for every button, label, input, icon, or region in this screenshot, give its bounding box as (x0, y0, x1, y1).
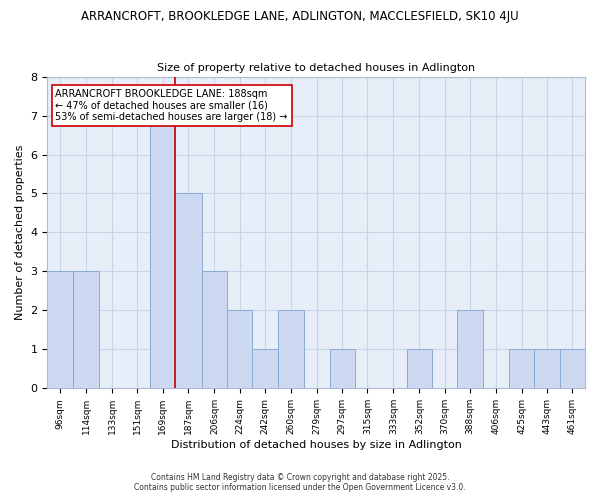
Bar (509, 350, 535, 389)
Bar (150, 116, 175, 388)
Bar (407, 350, 432, 389)
Bar (175, 194, 202, 388)
Bar (253, 350, 278, 389)
Title: Size of property relative to detached houses in Adlington: Size of property relative to detached ho… (157, 63, 475, 73)
Bar (457, 310, 482, 388)
Bar (227, 310, 253, 388)
Bar (329, 350, 355, 389)
Bar (47, 272, 73, 388)
Bar (535, 350, 560, 389)
Bar (278, 310, 304, 388)
Text: ARRANCROFT BROOKLEDGE LANE: 188sqm
← 47% of detached houses are smaller (16)
53%: ARRANCROFT BROOKLEDGE LANE: 188sqm ← 47%… (55, 89, 288, 122)
Bar (560, 350, 585, 389)
Bar (73, 272, 100, 388)
Text: ARRANCROFT, BROOKLEDGE LANE, ADLINGTON, MACCLESFIELD, SK10 4JU: ARRANCROFT, BROOKLEDGE LANE, ADLINGTON, … (81, 10, 519, 23)
X-axis label: Distribution of detached houses by size in Adlington: Distribution of detached houses by size … (171, 440, 461, 450)
Text: Contains HM Land Registry data © Crown copyright and database right 2025.
Contai: Contains HM Land Registry data © Crown c… (134, 473, 466, 492)
Y-axis label: Number of detached properties: Number of detached properties (15, 145, 25, 320)
Bar (202, 272, 227, 388)
